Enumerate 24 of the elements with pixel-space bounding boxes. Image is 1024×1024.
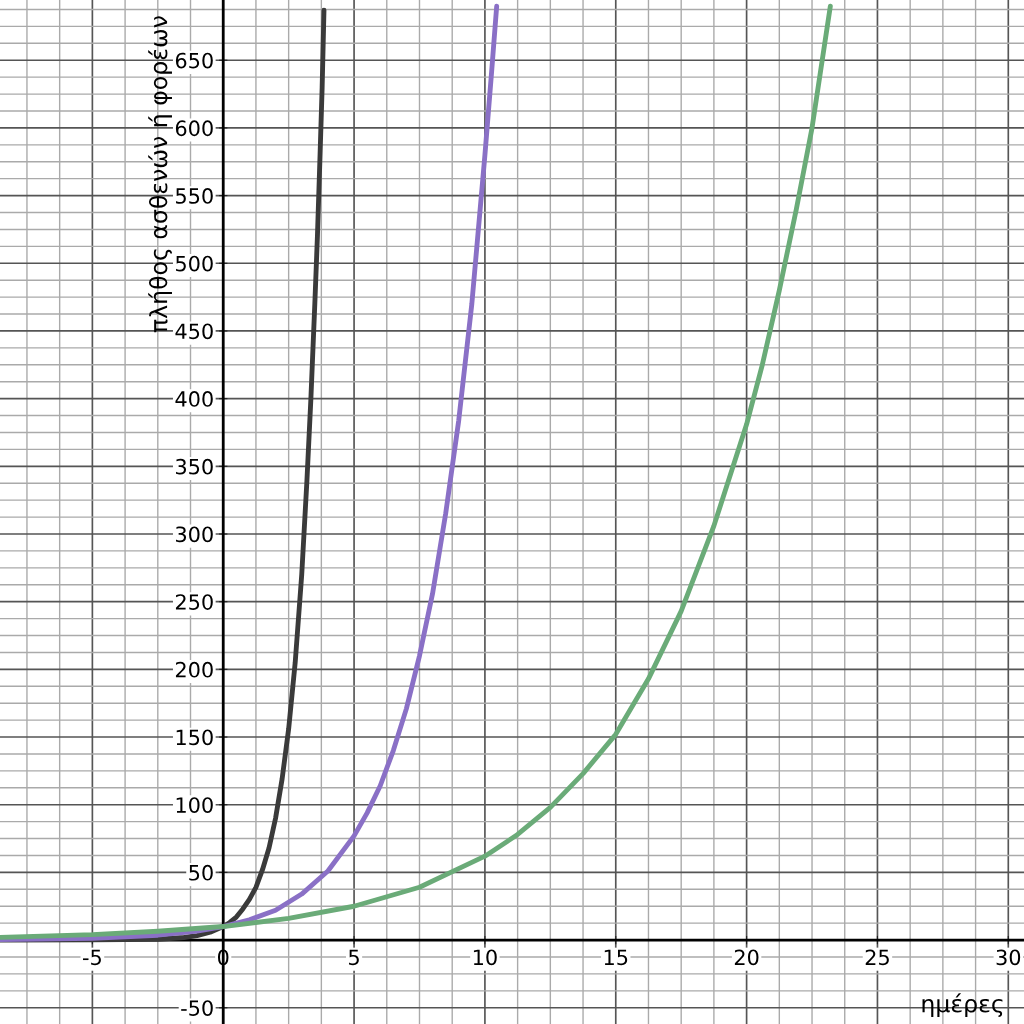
y-tick-label: 50 xyxy=(189,864,213,881)
x-tick-label: 25 xyxy=(865,949,889,966)
y-tick-label: 250 xyxy=(175,594,213,610)
x-tick-label: 20 xyxy=(734,949,759,966)
x-tick-label: 15 xyxy=(604,949,628,966)
y-tick-label: 550 xyxy=(176,188,213,204)
y-tick-label: 600 xyxy=(175,120,213,137)
line-series xyxy=(0,3,833,940)
y-tick-label: 400 xyxy=(175,391,213,407)
x-tick-label: 30 xyxy=(996,949,1021,966)
x-tick-label: 5 xyxy=(349,949,359,966)
line-series xyxy=(0,3,500,943)
x-tick-label: -5 xyxy=(83,949,101,966)
y-tick-label: 300 xyxy=(176,526,213,543)
y-tick-label: 500 xyxy=(176,255,213,272)
y-axis-title: πλήθος ασθενών ή φορέων xyxy=(148,16,173,333)
y-tick-label: 650 xyxy=(175,52,213,69)
y-tick-label: 450 xyxy=(175,323,213,340)
x-tick-label: 10 xyxy=(473,949,497,966)
y-tick-label: 150 xyxy=(176,729,213,746)
y-tick-label: -50 xyxy=(181,1000,213,1016)
y-tick-label: 100 xyxy=(176,797,213,813)
y-tick-label: 350 xyxy=(176,458,213,475)
y-tick-label: 200 xyxy=(175,661,213,678)
